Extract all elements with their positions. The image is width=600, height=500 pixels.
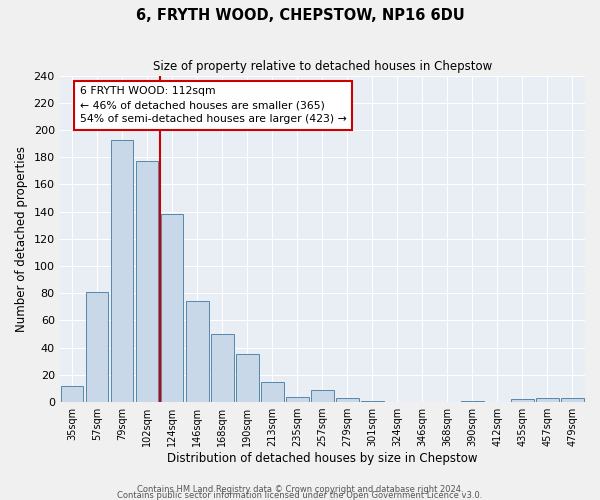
Bar: [536, 398, 559, 402]
Bar: [111, 140, 133, 402]
Bar: [186, 302, 209, 402]
Text: Contains HM Land Registry data © Crown copyright and database right 2024.: Contains HM Land Registry data © Crown c…: [137, 484, 463, 494]
Bar: [511, 400, 534, 402]
Text: 6 FRYTH WOOD: 112sqm
← 46% of detached houses are smaller (365)
54% of semi-deta: 6 FRYTH WOOD: 112sqm ← 46% of detached h…: [80, 86, 346, 124]
Bar: [261, 382, 284, 402]
Bar: [311, 390, 334, 402]
Bar: [361, 400, 383, 402]
Bar: [286, 396, 308, 402]
Bar: [211, 334, 233, 402]
Bar: [136, 162, 158, 402]
Y-axis label: Number of detached properties: Number of detached properties: [15, 146, 28, 332]
Text: 6, FRYTH WOOD, CHEPSTOW, NP16 6DU: 6, FRYTH WOOD, CHEPSTOW, NP16 6DU: [136, 8, 464, 22]
Bar: [561, 398, 584, 402]
Bar: [236, 354, 259, 402]
Bar: [336, 398, 359, 402]
Bar: [86, 292, 109, 402]
Bar: [161, 214, 184, 402]
Title: Size of property relative to detached houses in Chepstow: Size of property relative to detached ho…: [153, 60, 492, 73]
Bar: [61, 386, 83, 402]
X-axis label: Distribution of detached houses by size in Chepstow: Distribution of detached houses by size …: [167, 452, 478, 465]
Text: Contains public sector information licensed under the Open Government Licence v3: Contains public sector information licen…: [118, 490, 482, 500]
Bar: [461, 400, 484, 402]
